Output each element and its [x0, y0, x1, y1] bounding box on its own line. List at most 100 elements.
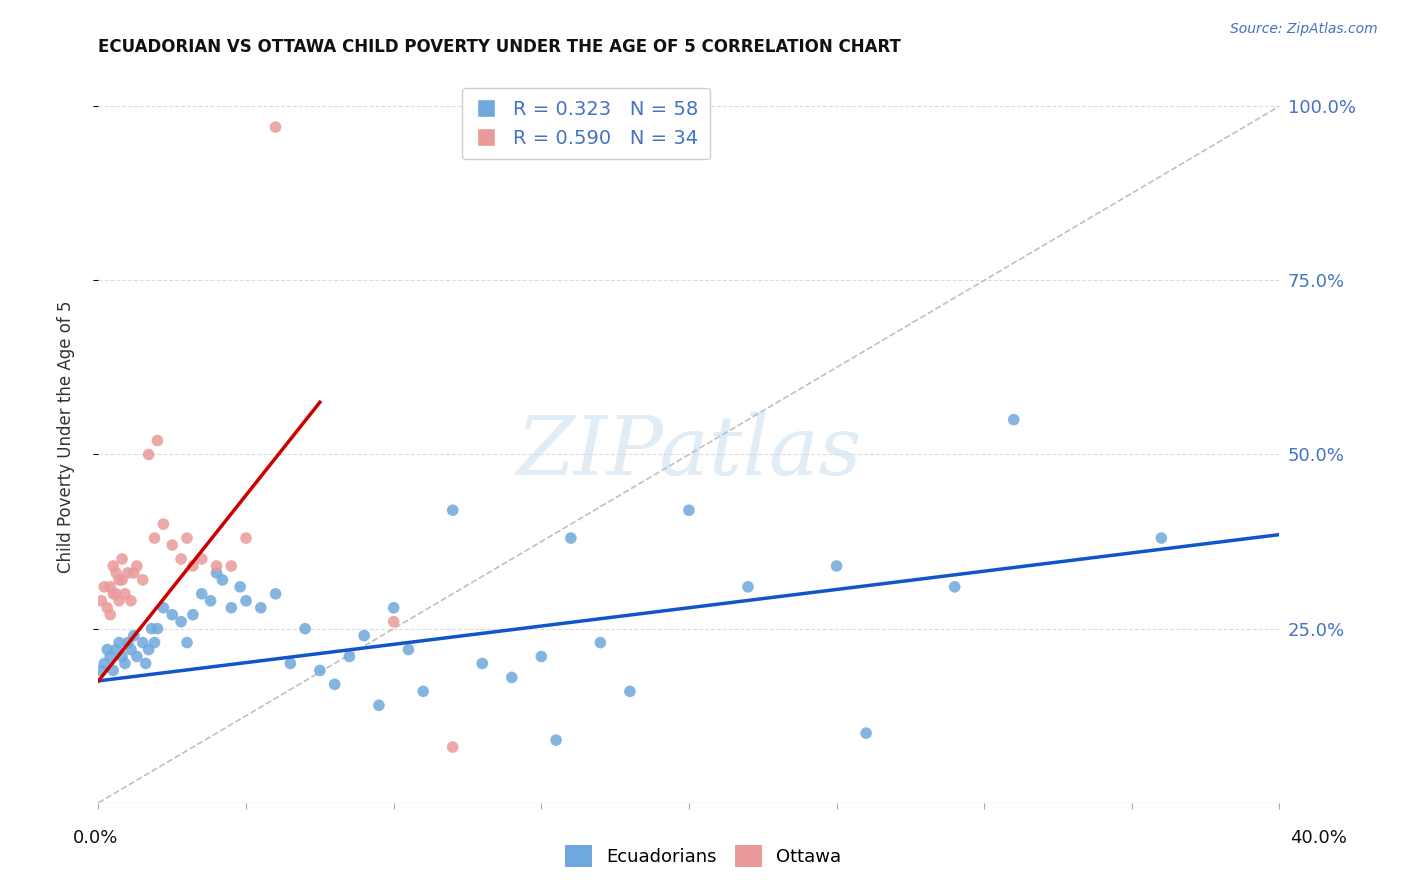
Point: [176, 635, 198, 649]
Point: [441, 503, 464, 517]
Text: 40.0%: 40.0%: [1291, 829, 1347, 847]
Point: [111, 552, 134, 566]
Point: [280, 657, 302, 671]
Point: [138, 642, 160, 657]
Point: [471, 657, 494, 671]
Point: [181, 558, 204, 573]
Legend: Ecuadorians, Ottawa: Ecuadorians, Ottawa: [557, 838, 849, 874]
Point: [221, 600, 243, 615]
Y-axis label: Child Poverty Under the Age of 5: Child Poverty Under the Age of 5: [56, 301, 75, 574]
Point: [122, 629, 145, 643]
Point: [98, 649, 121, 664]
Point: [181, 607, 204, 622]
Point: [530, 649, 553, 664]
Point: [96, 642, 118, 657]
Point: [103, 664, 125, 678]
Point: [678, 503, 700, 517]
Point: [108, 594, 131, 608]
Point: [250, 600, 273, 615]
Text: ZIPatlas: ZIPatlas: [516, 412, 862, 491]
Point: [309, 664, 332, 678]
Point: [294, 622, 316, 636]
Point: [235, 594, 257, 608]
Point: [1150, 531, 1173, 545]
Point: [143, 531, 166, 545]
Point: [737, 580, 759, 594]
Legend: R = 0.323   N = 58, R = 0.590   N = 34: R = 0.323 N = 58, R = 0.590 N = 34: [463, 88, 710, 160]
Point: [441, 740, 464, 755]
Point: [501, 670, 523, 684]
Point: [205, 566, 228, 580]
Point: [122, 566, 145, 580]
Point: [105, 587, 128, 601]
Point: [132, 635, 155, 649]
Point: [132, 573, 155, 587]
Text: Source: ZipAtlas.com: Source: ZipAtlas.com: [1230, 22, 1378, 37]
Point: [560, 531, 582, 545]
Point: [98, 607, 121, 622]
Point: [141, 622, 163, 636]
Point: [125, 558, 148, 573]
Point: [105, 566, 128, 580]
Point: [264, 120, 287, 134]
Point: [412, 684, 434, 698]
Point: [96, 600, 118, 615]
Point: [221, 558, 243, 573]
Point: [211, 573, 233, 587]
Point: [111, 649, 134, 664]
Point: [619, 684, 641, 698]
Point: [398, 642, 420, 657]
Point: [855, 726, 877, 740]
Point: [120, 594, 142, 608]
Point: [120, 642, 142, 657]
Point: [146, 434, 169, 448]
Point: [229, 580, 252, 594]
Point: [108, 573, 131, 587]
Point: [98, 580, 121, 594]
Point: [105, 642, 128, 657]
Point: [200, 594, 222, 608]
Point: [176, 531, 198, 545]
Point: [546, 733, 568, 747]
Point: [117, 635, 139, 649]
Point: [90, 664, 112, 678]
Point: [353, 629, 375, 643]
Point: [825, 558, 848, 573]
Point: [191, 587, 214, 601]
Point: [138, 448, 160, 462]
Point: [382, 615, 405, 629]
Point: [235, 531, 257, 545]
Point: [114, 587, 136, 601]
Point: [264, 587, 287, 601]
Point: [170, 615, 193, 629]
Point: [1002, 412, 1025, 426]
Point: [382, 600, 405, 615]
Point: [90, 594, 112, 608]
Point: [93, 657, 115, 671]
Point: [125, 649, 148, 664]
Point: [943, 580, 966, 594]
Point: [368, 698, 391, 713]
Text: 0.0%: 0.0%: [73, 829, 118, 847]
Point: [152, 600, 174, 615]
Text: ECUADORIAN VS OTTAWA CHILD POVERTY UNDER THE AGE OF 5 CORRELATION CHART: ECUADORIAN VS OTTAWA CHILD POVERTY UNDER…: [98, 38, 901, 56]
Point: [117, 566, 139, 580]
Point: [146, 622, 169, 636]
Point: [103, 558, 125, 573]
Point: [103, 587, 125, 601]
Point: [323, 677, 346, 691]
Point: [114, 657, 136, 671]
Point: [162, 607, 183, 622]
Point: [191, 552, 214, 566]
Point: [170, 552, 193, 566]
Point: [589, 635, 612, 649]
Point: [111, 573, 134, 587]
Point: [135, 657, 157, 671]
Point: [108, 635, 131, 649]
Point: [93, 580, 115, 594]
Point: [339, 649, 361, 664]
Point: [162, 538, 183, 552]
Point: [152, 517, 174, 532]
Point: [205, 558, 228, 573]
Point: [143, 635, 166, 649]
